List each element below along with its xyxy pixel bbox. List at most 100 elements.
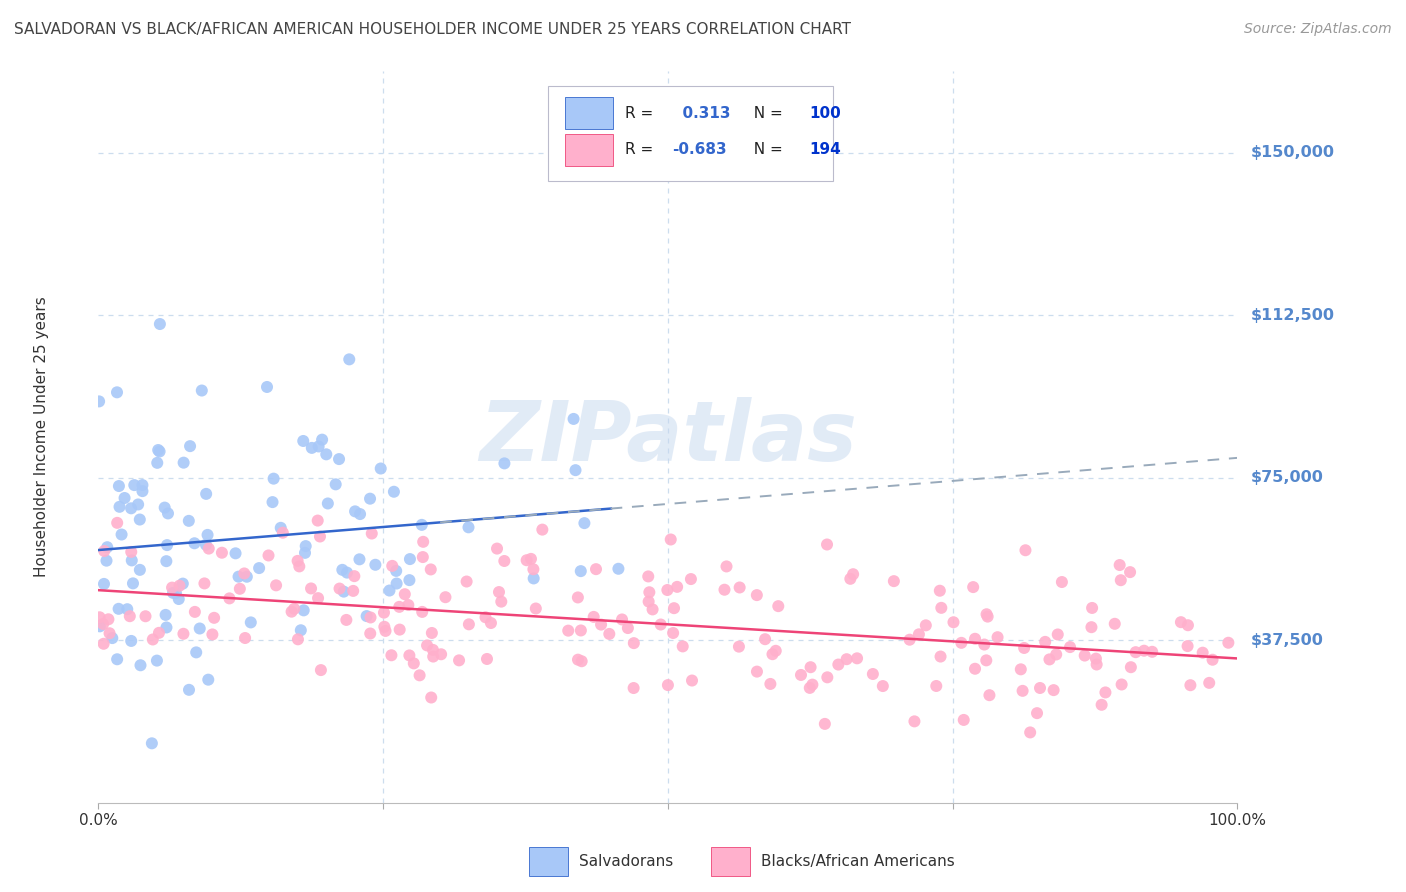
Point [179, 439, 201, 453]
Point [155, 620, 177, 634]
Text: R =: R = [624, 105, 658, 120]
Point [236, 570, 259, 584]
Point [105, 385, 128, 400]
Point [325, 477, 347, 491]
Point [416, 639, 439, 653]
Point [201, 627, 224, 641]
Point [233, 631, 256, 645]
Point [162, 586, 184, 600]
Point [316, 496, 339, 510]
Point [846, 651, 869, 665]
Point [183, 536, 205, 550]
Point [759, 677, 782, 691]
Point [294, 546, 316, 560]
Point [167, 592, 190, 607]
Point [522, 562, 544, 576]
Point [456, 574, 478, 589]
Point [128, 512, 150, 526]
Point [520, 552, 543, 566]
Point [1177, 618, 1199, 632]
Point [360, 526, 382, 541]
Point [412, 550, 434, 565]
Point [925, 679, 948, 693]
Point [1198, 676, 1220, 690]
Point [650, 617, 672, 632]
Point [385, 576, 408, 591]
Point [195, 487, 218, 501]
Point [378, 583, 401, 598]
Point [342, 583, 364, 598]
Point [557, 624, 579, 638]
Point [89, 610, 111, 624]
Point [1191, 646, 1213, 660]
Point [370, 461, 392, 475]
Point [124, 478, 146, 492]
Point [1014, 543, 1036, 558]
Point [191, 384, 214, 398]
Point [148, 625, 170, 640]
Point [574, 516, 596, 530]
Point [292, 603, 315, 617]
Point [728, 640, 751, 654]
Point [585, 562, 607, 576]
Point [398, 573, 420, 587]
Point [287, 554, 309, 568]
Point [952, 713, 974, 727]
Point [801, 678, 824, 692]
Point [89, 619, 111, 633]
Point [311, 433, 333, 447]
Point [447, 653, 470, 667]
Point [839, 572, 862, 586]
Point [290, 624, 312, 638]
Point [1111, 677, 1133, 691]
Point [457, 617, 479, 632]
Point [641, 602, 664, 616]
Point [571, 654, 593, 668]
Point [623, 636, 645, 650]
Point [567, 591, 589, 605]
Point [1170, 615, 1192, 630]
Point [1084, 651, 1107, 665]
Point [271, 525, 294, 540]
Point [1059, 640, 1081, 654]
Point [388, 623, 411, 637]
Point [309, 529, 332, 543]
Point [1026, 706, 1049, 720]
Point [963, 662, 986, 676]
Point [292, 434, 315, 448]
Point [308, 440, 330, 454]
Point [1011, 683, 1033, 698]
Point [98, 626, 121, 640]
Point [288, 559, 311, 574]
Point [1085, 657, 1108, 672]
Point [197, 528, 219, 542]
Point [963, 632, 986, 646]
Point [129, 658, 152, 673]
Point [177, 514, 200, 528]
Point [637, 569, 659, 583]
Point [929, 649, 952, 664]
Point [228, 569, 250, 583]
Point [950, 636, 973, 650]
Point [287, 632, 309, 647]
Point [301, 441, 323, 455]
Point [872, 679, 894, 693]
Point [1010, 662, 1032, 676]
Point [388, 599, 411, 614]
Point [672, 640, 695, 654]
Point [562, 412, 585, 426]
Point [131, 484, 153, 499]
Point [973, 638, 995, 652]
Point [1177, 639, 1199, 653]
Point [479, 615, 502, 630]
Point [87, 394, 110, 409]
Point [299, 582, 322, 596]
Point [396, 598, 419, 612]
Point [589, 617, 612, 632]
Point [1073, 648, 1095, 663]
Point [359, 626, 381, 640]
Point [494, 456, 516, 470]
Point [142, 632, 165, 647]
Point [141, 736, 163, 750]
Point [184, 605, 207, 619]
